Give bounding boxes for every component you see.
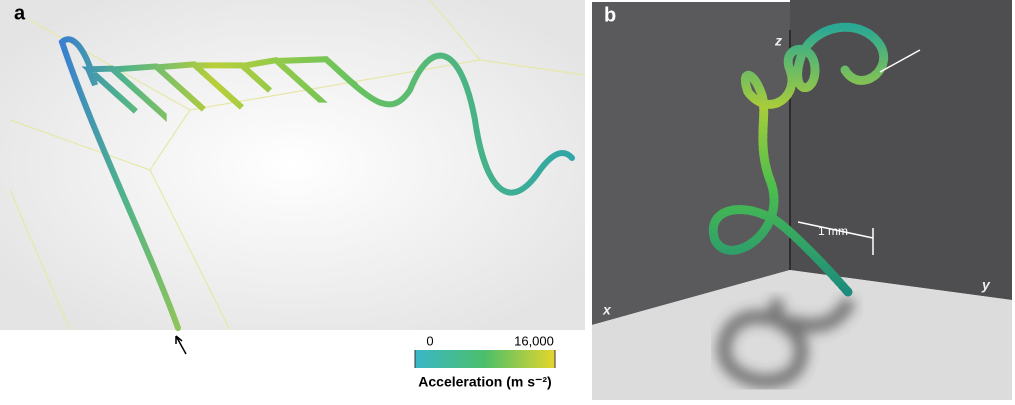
axis-label: z — [774, 33, 782, 49]
colorbar-tick-label: 0 — [426, 333, 433, 348]
grid-lines — [9, 0, 586, 331]
scale-bar — [797, 221, 874, 255]
scale-label: 1 mm — [818, 224, 848, 238]
colorbar-ramp — [415, 350, 555, 368]
right-wall — [790, 0, 1012, 300]
axis-label: y — [981, 277, 991, 293]
colorbar-tick-label: 16,000 — [514, 333, 554, 348]
trajectory — [708, 22, 889, 297]
shadow — [716, 296, 857, 389]
colorbar-title: Acceleration (m s⁻²) — [418, 374, 551, 390]
background — [0, 0, 585, 330]
panel-b: b z x y 1 mm — [592, 0, 1012, 400]
panel-label: b — [604, 4, 616, 26]
arrow — [879, 49, 921, 73]
colorbar: 0 16,000 Acceleration (m s⁻²) — [414, 333, 556, 390]
panel-label: a — [14, 2, 26, 24]
axis-label: x — [602, 302, 612, 318]
trajectory — [58, 36, 575, 331]
arrow — [175, 335, 187, 355]
panel-a: a — [0, 0, 586, 355]
